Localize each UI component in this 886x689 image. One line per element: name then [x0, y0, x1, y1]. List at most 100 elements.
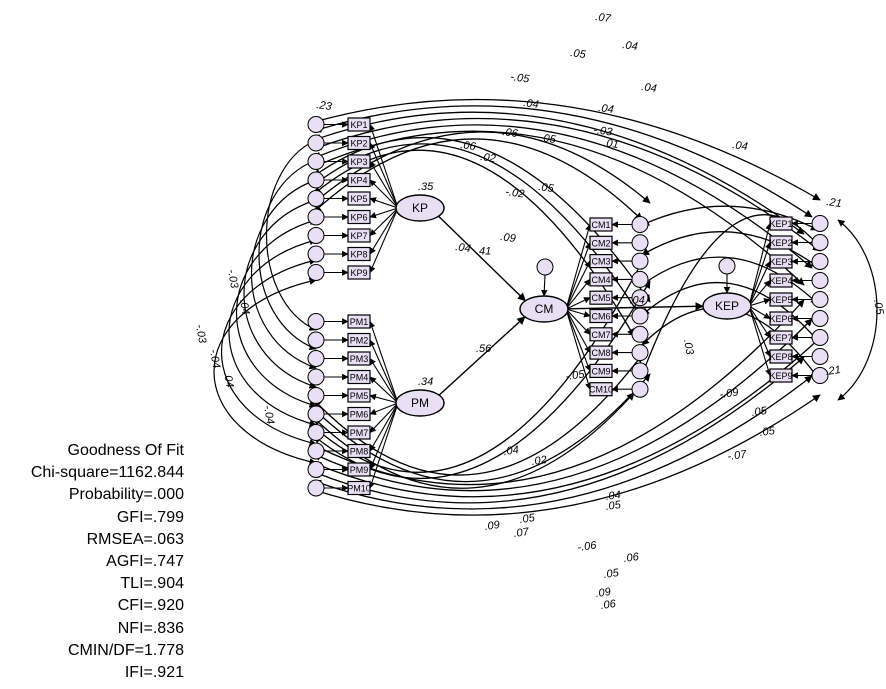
- indicator-label: PM4: [350, 373, 369, 383]
- indicator-box: [347, 172, 371, 188]
- indicator-box: [589, 290, 613, 305]
- loading-arrow: [369, 207, 399, 219]
- loading-arrow: [368, 320, 399, 404]
- indicator-box: [347, 351, 371, 366]
- indicator-label: KP5: [350, 194, 367, 204]
- indicator-label: KEP1: [769, 219, 792, 229]
- indicator-label: KEP7: [769, 333, 792, 343]
- loading-arrow: [369, 160, 399, 209]
- covariance-coefficient: -.04: [261, 404, 276, 425]
- error-term-circle: [307, 368, 325, 386]
- indicator-box: [347, 246, 371, 262]
- covariance-coefficient: .09: [484, 519, 501, 533]
- loading-arrow: [748, 305, 771, 358]
- covariance-coefficient: .04: [622, 39, 639, 53]
- covariance-coefficient: .05: [605, 499, 623, 513]
- error-term-circle: [631, 270, 649, 288]
- path-coefficient: .41: [476, 246, 491, 258]
- indicator-box: [347, 406, 371, 422]
- fit-line: AGFI=.747: [106, 553, 184, 571]
- indicator-box: [589, 327, 613, 342]
- indicator-label: CM9: [591, 366, 610, 376]
- indicator-box: [347, 191, 371, 206]
- disturbance-arrow: [540, 274, 548, 297]
- indicator-label: PM5: [350, 391, 369, 401]
- loading-arrow: [565, 308, 591, 318]
- covariance-coefficient: .05: [751, 405, 769, 419]
- error-term-circle: [631, 362, 649, 380]
- indicator-label: KP4: [350, 176, 367, 186]
- indicator-box: [769, 368, 793, 383]
- indicator-label: KP9: [350, 268, 367, 278]
- path-coefficient: .04: [630, 295, 645, 307]
- covariance-coefficient: .21: [825, 364, 842, 378]
- indicator-label: PM9: [350, 465, 369, 475]
- indicator-box: [769, 254, 793, 269]
- indicator-box: [589, 217, 613, 232]
- indicator-label: CM5: [591, 293, 610, 303]
- covariance-coefficient: -.09: [719, 386, 739, 401]
- loading-arrow: [369, 402, 399, 415]
- error-term-circle: [811, 348, 829, 365]
- error-term-circle: [307, 313, 325, 330]
- error-term-circle: [307, 461, 325, 478]
- covariance-arc: [837, 219, 878, 401]
- covariance-arc: [250, 178, 317, 370]
- indicator-label: CM2: [591, 238, 610, 248]
- indicator-box: [347, 443, 371, 459]
- indicator-label: CM8: [591, 348, 610, 358]
- error-term-circle: [811, 367, 829, 384]
- indicator-label: CM10: [589, 385, 613, 395]
- covariance-coefficient: .05: [540, 132, 558, 146]
- indicator-box: [589, 345, 613, 360]
- loading-arrow: [565, 308, 591, 354]
- covariance-coefficient: .02: [531, 454, 548, 468]
- indicator-label: CM7: [591, 330, 610, 340]
- indicator-label: PM2: [350, 336, 369, 346]
- squared-multiple-correlation: .34: [418, 376, 433, 388]
- structural-path-arrow: [438, 215, 526, 302]
- indicator-label: KEP6: [769, 314, 792, 324]
- indicator-label: KEP4: [769, 276, 792, 286]
- covariance-coefficient: .05: [871, 298, 886, 316]
- latent-variable-ellipse: [519, 295, 569, 323]
- error-term-circle: [631, 307, 649, 325]
- indicator-box: [769, 216, 793, 231]
- measurement-edges: [324, 121, 812, 492]
- covariance-coefficient: .05: [759, 425, 777, 439]
- covariance-coefficient: .04: [523, 97, 540, 111]
- goodness-of-fit-panel: Goodness Of Fit Chi-square=1162.844 Prob…: [0, 440, 184, 684]
- indicator-label: PM7: [350, 428, 369, 438]
- indicator-label: KP6: [350, 213, 367, 223]
- fit-line: CMIN/DF=1.778: [67, 641, 184, 659]
- covariance-coefficient: -.02: [505, 186, 525, 201]
- indicator-label: KEP2: [769, 238, 792, 248]
- fit-line: CFI=.920: [117, 597, 184, 615]
- covariance-coefficient: -.03: [593, 124, 614, 139]
- covariance-coefficient: -.03: [193, 323, 208, 345]
- indicator-box: [589, 382, 613, 397]
- indicator-box: [347, 332, 371, 348]
- indicator-box: [769, 235, 793, 250]
- covariance-coefficient: -.05: [565, 368, 586, 383]
- indicator-label: CM6: [591, 312, 610, 322]
- loading-arrow: [369, 207, 399, 274]
- error-term-circle: [307, 442, 325, 460]
- covariance-coefficient: .04: [455, 241, 472, 255]
- loading-arrow: [565, 308, 591, 372]
- loading-arrow: [748, 305, 772, 377]
- model-nodes: KP1 KP2 KP3 KP4 KP5 KP6 KP7 KP8 KP9 PM1 PM2 PM3 PM4 P…: [307, 116, 829, 497]
- covariance-coefficient: .05: [519, 512, 537, 526]
- covariance-arc: [213, 277, 317, 466]
- fit-line: GFI=.799: [116, 508, 184, 526]
- loading-arrow: [748, 305, 771, 339]
- loading-arrow: [565, 223, 592, 310]
- error-term-circle: [811, 291, 829, 308]
- loading-arrow: [748, 298, 771, 307]
- path-coefficient: .56: [476, 343, 492, 355]
- covariance-coefficient: .07: [595, 11, 613, 25]
- covariance-coefficient: .04: [641, 81, 658, 95]
- fit-line: NFI=.836: [117, 619, 184, 637]
- loading-arrow: [748, 241, 772, 307]
- indicator-box: [347, 135, 371, 151]
